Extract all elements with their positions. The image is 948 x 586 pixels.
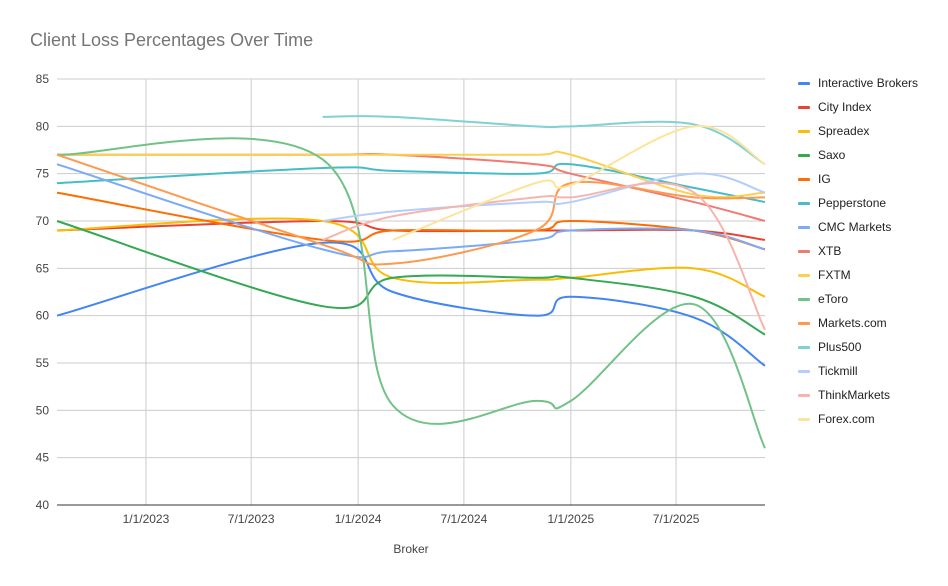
series-line-spreadex bbox=[56, 217, 766, 298]
legend-label: eToro bbox=[818, 292, 849, 306]
legend-label: Pepperstone bbox=[818, 196, 887, 210]
legend-swatch bbox=[798, 369, 810, 373]
y-tick-label: 80 bbox=[36, 119, 50, 133]
series-line-markets-com bbox=[56, 153, 766, 266]
series-line-interactive-brokers bbox=[56, 241, 766, 367]
series-line-forex-com bbox=[392, 125, 766, 241]
y-tick-label: 70 bbox=[36, 214, 50, 228]
legend-item[interactable]: Saxo bbox=[798, 143, 918, 167]
legend-label: ThinkMarkets bbox=[818, 388, 891, 402]
y-tick-label: 65 bbox=[36, 261, 50, 275]
legend-label: Saxo bbox=[818, 148, 846, 162]
series-line-saxo bbox=[56, 220, 766, 336]
legend-item[interactable]: FXTM bbox=[798, 263, 918, 287]
y-tick-label: 55 bbox=[36, 356, 50, 370]
legend-item[interactable]: Interactive Brokers bbox=[798, 71, 918, 95]
legend-swatch bbox=[798, 297, 810, 301]
y-tick-label: 50 bbox=[36, 403, 50, 417]
x-tick-label: 1/1/2024 bbox=[335, 512, 382, 526]
legend-swatch bbox=[798, 225, 810, 229]
y-tick-label: 60 bbox=[36, 309, 50, 323]
x-tick-label: 7/1/2025 bbox=[653, 512, 700, 526]
legend-label: XTB bbox=[818, 244, 842, 258]
series-line-plus500 bbox=[322, 115, 766, 166]
legend-label: IG bbox=[818, 172, 831, 186]
series-line-etoro bbox=[56, 137, 766, 449]
legend-item[interactable]: Plus500 bbox=[798, 335, 918, 359]
x-tick-label: 7/1/2023 bbox=[228, 512, 275, 526]
legend-label: Markets.com bbox=[818, 316, 887, 330]
y-tick-label: 75 bbox=[36, 167, 50, 181]
legend-item[interactable]: Forex.com bbox=[798, 407, 918, 431]
legend-swatch bbox=[798, 153, 810, 157]
x-tick-label: 1/1/2023 bbox=[123, 512, 170, 526]
legend-item[interactable]: Markets.com bbox=[798, 311, 918, 335]
y-tick-label: 45 bbox=[36, 451, 50, 465]
legend-swatch bbox=[798, 417, 810, 421]
legend-swatch bbox=[798, 345, 810, 349]
legend-item[interactable]: eToro bbox=[798, 287, 918, 311]
legend: Interactive Brokers City Index Spreadex Sax… bbox=[798, 71, 918, 431]
legend-label: FXTM bbox=[818, 268, 851, 282]
series-line-ig bbox=[56, 191, 766, 251]
series-line-thinkmarkets bbox=[322, 182, 766, 331]
legend-swatch bbox=[798, 177, 810, 181]
chart-title: Client Loss Percentages Over Time bbox=[30, 30, 314, 50]
legend-swatch bbox=[798, 321, 810, 325]
legend-label: Spreadex bbox=[818, 124, 870, 138]
legend-item[interactable]: ThinkMarkets bbox=[798, 383, 918, 407]
legend-label: Tickmill bbox=[818, 364, 858, 378]
legend-label: City Index bbox=[818, 100, 872, 114]
legend-label: Plus500 bbox=[818, 340, 862, 354]
legend-swatch bbox=[798, 81, 810, 85]
legend-swatch bbox=[798, 249, 810, 253]
legend-swatch bbox=[798, 129, 810, 133]
series-line-fxtm bbox=[57, 150, 766, 199]
series-line-tickmill bbox=[322, 172, 766, 222]
legend-swatch bbox=[798, 105, 810, 109]
y-tick-label: 40 bbox=[36, 498, 50, 512]
legend-item[interactable]: IG bbox=[798, 167, 918, 191]
legend-swatch bbox=[798, 201, 810, 205]
legend-item[interactable]: City Index bbox=[798, 95, 918, 119]
y-tick-label: 85 bbox=[36, 72, 50, 86]
x-axis-title: Broker bbox=[393, 542, 428, 556]
legend-item[interactable]: Pepperstone bbox=[798, 191, 918, 215]
legend-swatch bbox=[798, 393, 810, 397]
legend-label: CMC Markets bbox=[818, 220, 892, 234]
x-tick-label: 7/1/2024 bbox=[441, 512, 488, 526]
legend-label: Interactive Brokers bbox=[818, 76, 919, 90]
x-tick-label: 1/1/2025 bbox=[547, 512, 594, 526]
legend-label: Forex.com bbox=[818, 412, 875, 426]
legend-item[interactable]: XTB bbox=[798, 239, 918, 263]
legend-swatch bbox=[798, 273, 810, 277]
legend-item[interactable]: CMC Markets bbox=[798, 215, 918, 239]
legend-item[interactable]: Tickmill bbox=[798, 359, 918, 383]
legend-item[interactable]: Spreadex bbox=[798, 119, 918, 143]
